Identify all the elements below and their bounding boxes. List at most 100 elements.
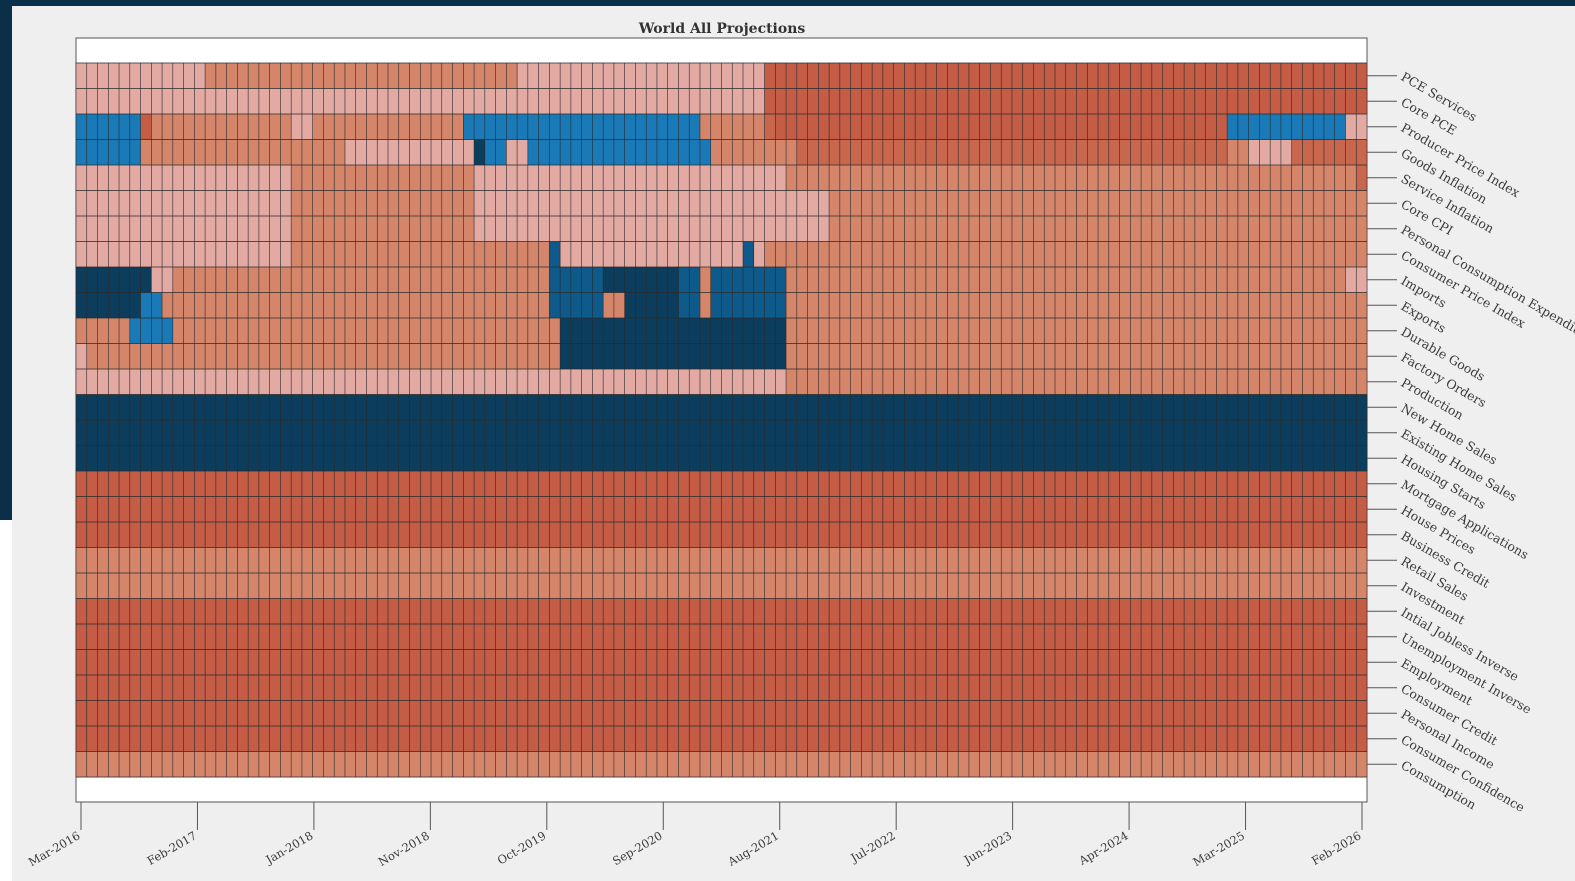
heatmap-cell bbox=[936, 165, 948, 191]
heatmap-cell bbox=[979, 547, 991, 574]
heatmap-cell bbox=[635, 726, 647, 752]
heatmap-cell bbox=[839, 675, 851, 701]
heatmap-cell bbox=[958, 343, 970, 370]
heatmap-cell bbox=[1141, 165, 1153, 191]
heatmap-cell bbox=[1119, 139, 1131, 166]
heatmap-cell bbox=[861, 726, 873, 752]
heatmap-cell bbox=[1065, 598, 1077, 625]
heatmap-cell bbox=[839, 522, 851, 548]
heatmap-cell bbox=[291, 649, 303, 676]
heatmap-cell bbox=[1151, 190, 1163, 217]
heatmap-cell bbox=[463, 114, 475, 140]
heatmap-cell bbox=[463, 88, 475, 115]
heatmap-cell bbox=[1011, 292, 1024, 319]
heatmap-cell bbox=[1270, 420, 1282, 446]
heatmap-cell bbox=[323, 573, 335, 599]
heatmap-cell bbox=[1033, 139, 1045, 166]
heatmap-cell bbox=[129, 63, 141, 89]
heatmap-cell bbox=[689, 318, 701, 344]
heatmap-cell bbox=[915, 624, 927, 650]
heatmap-cell bbox=[710, 241, 722, 268]
heatmap-cell bbox=[968, 241, 981, 268]
heatmap-cell bbox=[344, 496, 357, 523]
heatmap-cell bbox=[1334, 190, 1346, 217]
heatmap-cell bbox=[323, 394, 335, 421]
heatmap-cell bbox=[796, 751, 808, 778]
heatmap-cell bbox=[1280, 598, 1293, 625]
heatmap-cell bbox=[829, 471, 841, 497]
heatmap-cell bbox=[818, 598, 830, 625]
heatmap-cell bbox=[968, 165, 981, 191]
heatmap-cell bbox=[1001, 241, 1013, 268]
heatmap-cell bbox=[517, 624, 529, 650]
heatmap-cell bbox=[1087, 420, 1099, 446]
heatmap-cell bbox=[710, 63, 722, 89]
heatmap-cell bbox=[1173, 394, 1185, 421]
heatmap-cell bbox=[1108, 471, 1120, 497]
heatmap-cell bbox=[1108, 267, 1120, 293]
heatmap-cell bbox=[151, 573, 163, 599]
heatmap-cell bbox=[1270, 165, 1282, 191]
heatmap-cell bbox=[872, 343, 884, 370]
heatmap-cell bbox=[1108, 598, 1120, 625]
heatmap-cell bbox=[172, 369, 184, 395]
heatmap-cell bbox=[818, 139, 830, 166]
heatmap-cell bbox=[280, 343, 292, 370]
heatmap-cell bbox=[248, 318, 260, 344]
heatmap-cell bbox=[452, 547, 464, 574]
heatmap-cell bbox=[1033, 114, 1045, 140]
heatmap-cell bbox=[1248, 292, 1260, 319]
heatmap-cell bbox=[538, 318, 550, 344]
heatmap-cell bbox=[829, 165, 841, 191]
heatmap-cell bbox=[1280, 139, 1293, 166]
heatmap-cell bbox=[1248, 700, 1260, 727]
heatmap-cell bbox=[893, 420, 905, 446]
heatmap-cell bbox=[839, 190, 851, 217]
heatmap-cell bbox=[678, 649, 690, 676]
heatmap-cell bbox=[172, 700, 184, 727]
heatmap-cell bbox=[1119, 267, 1131, 293]
heatmap-cell bbox=[1184, 700, 1196, 727]
heatmap-cell bbox=[1022, 88, 1034, 115]
heatmap-cell bbox=[1345, 471, 1357, 497]
heatmap-cell bbox=[624, 573, 636, 599]
heatmap-cell bbox=[140, 292, 152, 319]
heatmap-cell bbox=[280, 649, 292, 676]
heatmap-cell bbox=[882, 573, 895, 599]
heatmap-cell bbox=[97, 751, 109, 778]
heatmap-cell bbox=[527, 190, 540, 217]
heatmap-cell bbox=[872, 216, 884, 242]
heatmap-cell bbox=[129, 139, 141, 166]
heatmap-cell bbox=[409, 700, 421, 727]
heatmap-cell bbox=[968, 369, 981, 395]
heatmap-cell bbox=[1237, 445, 1250, 472]
heatmap-cell bbox=[1184, 496, 1196, 523]
heatmap-cell bbox=[1291, 216, 1303, 242]
heatmap-cell bbox=[1334, 700, 1346, 727]
heatmap-cell bbox=[1162, 496, 1174, 523]
heatmap-cell bbox=[420, 369, 432, 395]
heatmap-cell bbox=[936, 726, 948, 752]
heatmap-cell bbox=[1205, 114, 1217, 140]
heatmap-cell bbox=[1323, 394, 1336, 421]
heatmap-cell bbox=[1259, 190, 1271, 217]
heatmap-cell bbox=[86, 394, 98, 421]
heatmap-cell bbox=[248, 573, 260, 599]
heatmap-cell bbox=[839, 573, 851, 599]
heatmap-cell bbox=[624, 420, 636, 446]
heatmap-cell bbox=[495, 445, 507, 472]
heatmap-cell bbox=[710, 139, 722, 166]
heatmap-cell bbox=[990, 216, 1002, 242]
heatmap-cell bbox=[764, 190, 776, 217]
heatmap-cell bbox=[936, 88, 948, 115]
heatmap-cell bbox=[818, 190, 830, 217]
heatmap-cell bbox=[301, 445, 314, 472]
heatmap-cell bbox=[108, 496, 120, 523]
heatmap-cell bbox=[1237, 547, 1250, 574]
heatmap-cell bbox=[570, 241, 583, 268]
heatmap-cell bbox=[818, 63, 830, 89]
heatmap-cell bbox=[721, 292, 733, 319]
heatmap-cell bbox=[1345, 216, 1357, 242]
heatmap-cell bbox=[839, 139, 851, 166]
heatmap-cell bbox=[301, 598, 314, 625]
